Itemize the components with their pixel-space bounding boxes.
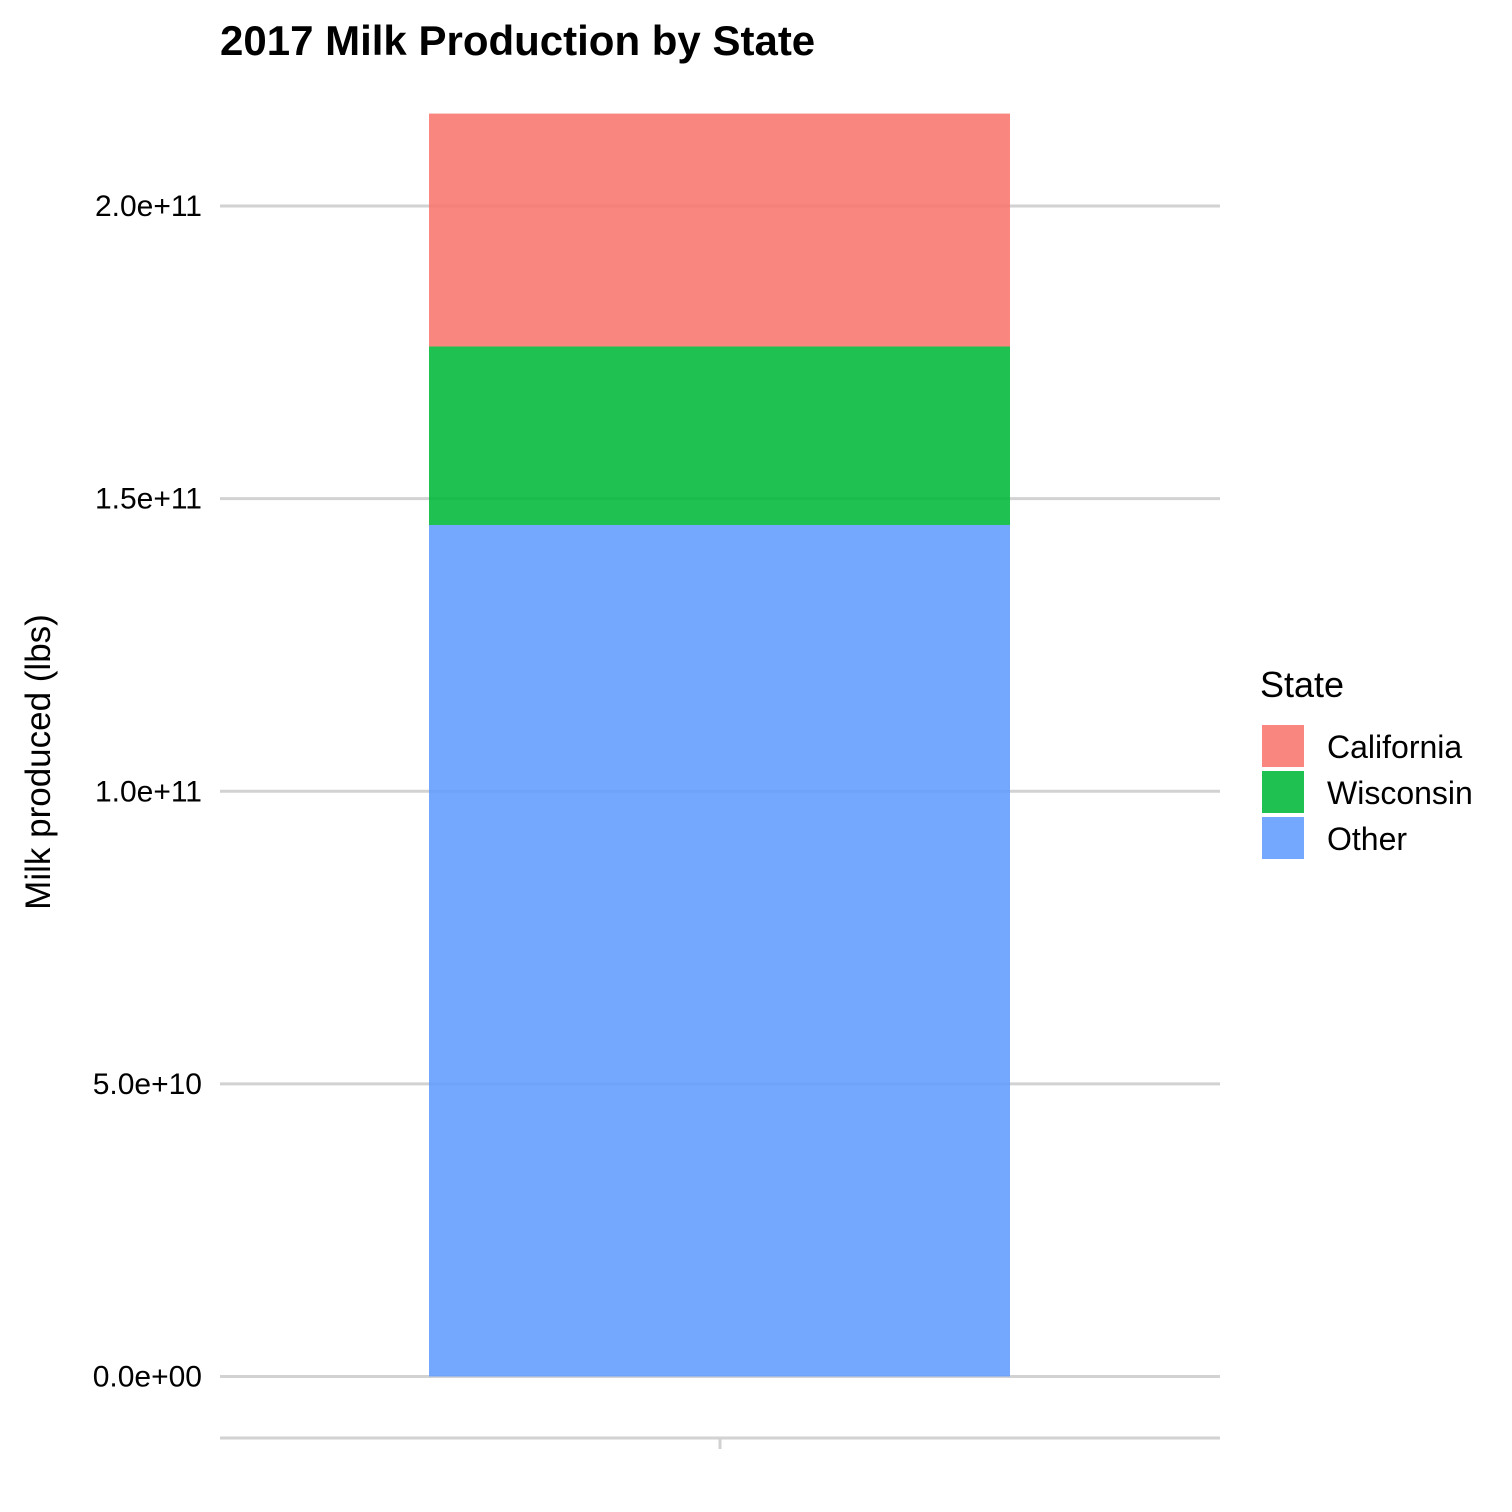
bar-stack	[429, 113, 1010, 1377]
legend-items: California Wisconsin Other	[1262, 725, 1473, 859]
legend-key-california	[1262, 725, 1304, 767]
legend-key-wisconsin	[1262, 771, 1304, 813]
legend-key-other	[1262, 817, 1304, 859]
legend-label-wisconsin: Wisconsin	[1327, 775, 1473, 811]
legend-title: State	[1260, 664, 1344, 705]
y-axis-ticks: 0.0e+00 5.0e+10 1.0e+11 1.5e+11 2.0e+11	[93, 190, 202, 1393]
y-tick-label: 1.5e+11	[95, 483, 202, 516]
legend-label-california: California	[1327, 729, 1462, 765]
y-axis-title: Milk produced (lbs)	[19, 614, 58, 910]
y-tick-label: 2.0e+11	[95, 190, 202, 223]
bar-segment-california	[429, 113, 1010, 347]
legend-label-other: Other	[1327, 821, 1407, 857]
y-tick-label: 1.0e+11	[95, 775, 202, 808]
legend: State California Wisconsin Other	[1260, 664, 1473, 859]
bar-segment-other	[429, 524, 1010, 1377]
y-tick-label: 5.0e+10	[93, 1068, 202, 1101]
chart-title: 2017 Milk Production by State	[220, 17, 815, 64]
bar-segment-wisconsin	[429, 346, 1010, 525]
y-tick-label: 0.0e+00	[93, 1360, 202, 1393]
